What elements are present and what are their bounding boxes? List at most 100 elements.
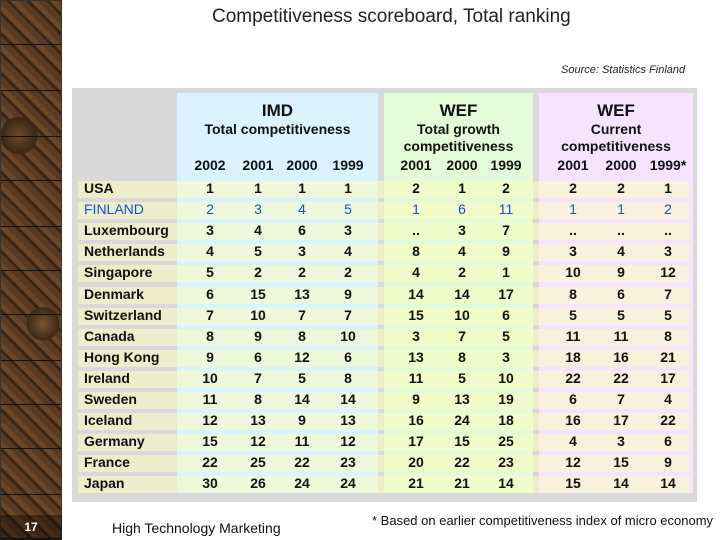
footer-footnote: * Based on earlier competitiveness index… (372, 513, 714, 528)
wef-current-header-sub2: competitiveness (561, 138, 671, 154)
side-strip-divider (1, 1, 61, 45)
rank-cell: 22 (294, 454, 310, 471)
rank-cell: 24 (340, 475, 356, 492)
rank-cell: 8 (344, 369, 352, 386)
rank-cell: 1 (502, 264, 510, 281)
rank-cell: 8 (254, 391, 262, 407)
table-row (78, 392, 690, 409)
rank-cell: 12 (202, 412, 218, 429)
rank-cell: 12 (294, 348, 310, 365)
rank-cell: 24 (454, 412, 470, 429)
country-name: France (84, 454, 130, 471)
country-name: FINLAND (84, 201, 144, 218)
rank-cell: 4 (458, 243, 466, 260)
country-name: Iceland (84, 412, 133, 429)
rank-cell: 7 (344, 306, 352, 323)
rank-cell: 17 (613, 412, 629, 429)
table-row (78, 476, 690, 494)
rank-cell: 14 (408, 285, 424, 302)
rank-cell: 12 (660, 264, 676, 281)
rank-cell: 10 (202, 369, 218, 386)
rank-cell: 25 (498, 433, 514, 450)
side-strip-divider (1, 227, 61, 271)
country-name: Germany (84, 433, 145, 450)
country-name: Switzerland (84, 306, 162, 323)
rank-cell: 12 (250, 433, 266, 450)
rank-cell: 15 (202, 433, 218, 450)
year-header: 2000 (446, 157, 478, 173)
rank-cell: 6 (502, 306, 510, 323)
rank-cell: 23 (498, 454, 514, 471)
rank-cell: 3 (254, 201, 262, 218)
side-strip-divider (1, 47, 61, 91)
rank-cell: 10 (454, 306, 470, 323)
rank-cell: 2 (458, 264, 466, 281)
rank-cell: 17 (408, 433, 424, 450)
footer-course-title: High Technology Marketing (112, 520, 281, 536)
rank-cell: 15 (565, 475, 581, 492)
year-header: 2000 (286, 157, 318, 173)
rank-cell: 2 (298, 264, 306, 281)
imd-header-name: IMD (261, 101, 294, 120)
wef-current-header: WEF Current competitiveness (539, 102, 693, 155)
side-strip-divider (1, 317, 61, 361)
rank-cell: 13 (340, 412, 356, 429)
rank-cell: 4 (412, 264, 420, 281)
rank-cell: 7 (502, 222, 510, 239)
rank-cell: 10 (565, 264, 581, 281)
rank-cell: 17 (660, 369, 676, 386)
rank-cell: 9 (664, 454, 672, 471)
rank-cell: 3 (458, 222, 466, 239)
rank-cell: 3 (569, 243, 577, 260)
wef-growth-header: WEF Total growth competitiveness (384, 102, 533, 155)
rank-cell: 5 (458, 369, 466, 386)
rank-cell: 6 (617, 285, 625, 302)
rank-cell: 6 (664, 433, 672, 450)
side-strip-divider (1, 137, 61, 181)
rank-cell: 2 (254, 264, 262, 281)
rank-cell: 14 (294, 391, 310, 407)
year-header: 2001 (557, 157, 589, 173)
rank-cell: 4 (569, 433, 577, 450)
country-name: Netherlands (84, 243, 165, 260)
rank-cell: 3 (412, 327, 420, 344)
country-name: Hong Kong (84, 348, 160, 365)
rank-cell: 14 (613, 475, 629, 492)
rank-cell: 6 (254, 348, 262, 365)
table-row (78, 434, 690, 452)
rank-cell: 3 (664, 243, 672, 260)
rank-cell: 1 (254, 180, 262, 196)
rank-cell: 30 (202, 475, 218, 492)
rank-cell: 2 (502, 180, 510, 196)
rank-cell: 5 (298, 369, 306, 386)
rank-cell: 8 (298, 327, 306, 344)
country-name: Japan (84, 475, 125, 492)
rank-cell: 23 (340, 454, 356, 471)
table-row (78, 455, 690, 473)
rank-cell: 18 (498, 412, 514, 429)
rank-cell: 9 (502, 243, 510, 260)
rank-cell: 14 (454, 285, 470, 302)
country-name: Denmark (84, 285, 144, 302)
wef-current-header-sub1: Current (590, 121, 642, 137)
rank-cell: 16 (565, 412, 581, 429)
table-row (78, 244, 690, 262)
table-row (78, 181, 690, 198)
rank-cell: 3 (298, 243, 306, 260)
rank-cell: 1 (664, 180, 672, 196)
rank-cell: 22 (660, 412, 676, 429)
rank-cell: 1 (298, 180, 306, 196)
rank-cell: 1 (344, 180, 352, 196)
rank-cell: 6 (458, 201, 466, 218)
rank-cell: .. (569, 222, 577, 239)
rank-cell: 4 (254, 222, 262, 239)
rank-cell: 1 (206, 180, 214, 196)
rank-cell: 11 (565, 327, 581, 344)
table-row (78, 349, 690, 367)
rank-cell: 13 (294, 285, 310, 302)
rank-cell: 12 (340, 433, 356, 450)
rank-cell: 8 (569, 285, 577, 302)
rank-cell: 5 (502, 327, 510, 344)
rank-cell: 8 (458, 348, 466, 365)
table-row (78, 370, 690, 388)
